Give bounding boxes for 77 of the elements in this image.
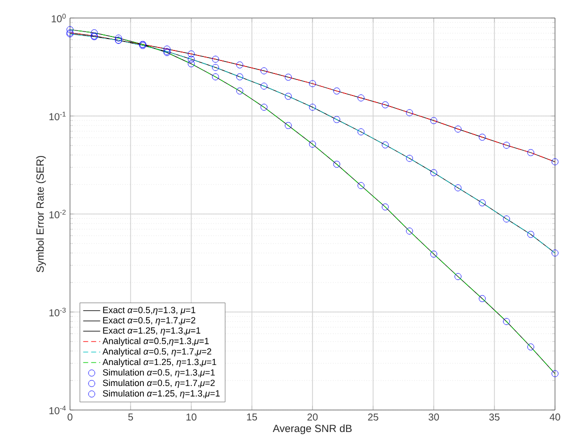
legend-label: Simulation α=0.5, η=1.3,μ=1 [102, 369, 215, 378]
point [382, 204, 389, 210]
point [406, 109, 413, 116]
y-tick-label: 10$^{-3}$ [49, 308, 66, 316]
x-tick-label: 10 [186, 414, 196, 421]
x-tick-label: 25 [368, 414, 378, 421]
point [284, 74, 292, 81]
point [382, 141, 389, 148]
x-tick-label: 5 [128, 414, 133, 420]
point [90, 29, 98, 36]
point [260, 104, 268, 111]
point [454, 126, 462, 132]
point [358, 128, 364, 136]
point [164, 46, 170, 53]
legend-label: Simulation α=0.5, η=1.7,μ=2 [102, 380, 215, 388]
point [212, 56, 219, 63]
point [382, 101, 389, 108]
point [333, 116, 340, 123]
point [503, 216, 510, 222]
point [503, 142, 510, 149]
point [454, 184, 462, 192]
point [236, 62, 244, 68]
point [260, 67, 268, 74]
legend-label: Exact α=1.25, η=1.3,μ=1 [103, 327, 200, 336]
x-tick-label: 15 [247, 414, 257, 420]
point [406, 228, 413, 234]
point [309, 140, 316, 148]
point [260, 82, 268, 90]
y-tick-label: 10$^{-4}$ [49, 406, 66, 414]
point [527, 149, 534, 156]
point [552, 158, 558, 166]
point [212, 64, 219, 71]
x-tick-label: 35 [489, 414, 500, 421]
x-tick-label: 40 [550, 414, 560, 421]
legend-label: Analytical α=1.25, η=1.3,μ=1 [102, 358, 216, 367]
point [333, 160, 340, 168]
point [430, 117, 438, 124]
legend-label: Exact α=0.5, η=1.7,μ=2 [103, 317, 196, 326]
legend-label: Simulation α=1.25, η=1.3,μ=1 [102, 390, 220, 398]
point [527, 230, 534, 238]
point [406, 154, 413, 162]
point [430, 250, 438, 258]
point [188, 56, 195, 63]
point [212, 73, 219, 80]
point [284, 92, 292, 100]
point [430, 169, 438, 176]
point [309, 104, 316, 111]
point [115, 34, 122, 42]
point [236, 88, 244, 94]
x-tick-label: 0 [68, 414, 72, 421]
legend-label: Analytical α=0.5,η=1.3,μ=1 [102, 338, 209, 346]
point [66, 26, 74, 34]
point [478, 199, 486, 206]
legend-label: Exact α=0.5,η=1.3, μ=1 [103, 306, 196, 315]
point [333, 88, 340, 94]
x-tick-label: 20 [307, 414, 318, 421]
y-axis-title: Symbol Error Rate (SER) [36, 156, 46, 272]
point [188, 50, 195, 58]
legend-label: Analytical α=0.5, η=1.7,μ=2 [102, 348, 212, 356]
x-tick-label: 30 [428, 414, 439, 421]
point [478, 295, 486, 302]
y-tick-label: 10$^{0}$ [52, 14, 66, 22]
point [454, 273, 462, 280]
point [284, 122, 292, 129]
point [527, 344, 534, 350]
y-tick-label: 10$^{-2}$ [49, 210, 66, 218]
point [358, 182, 364, 190]
point [552, 250, 558, 256]
point [358, 94, 364, 102]
point [552, 370, 558, 378]
point [236, 73, 244, 80]
y-tick-label: 10$^{-1}$ [49, 112, 66, 120]
point [309, 80, 316, 88]
point [503, 318, 510, 325]
x-axis-title: Average SNR dB [272, 424, 352, 434]
point [478, 134, 486, 141]
point [188, 60, 195, 68]
